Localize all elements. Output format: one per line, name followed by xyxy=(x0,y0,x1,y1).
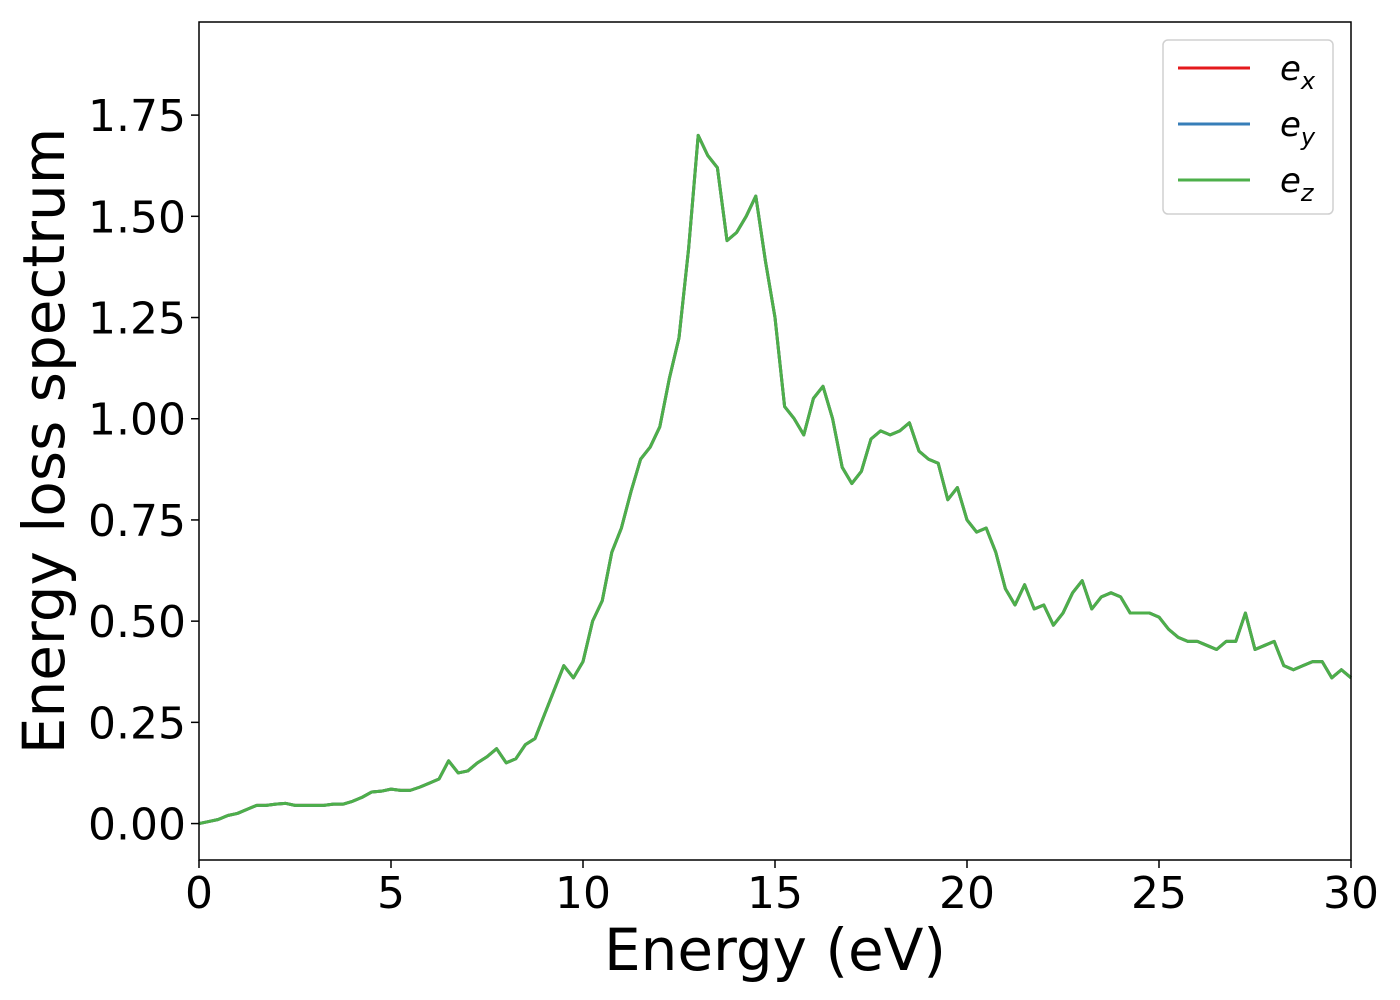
legend-label: ez xyxy=(1280,161,1315,207)
y-tick-label: 0.25 xyxy=(88,698,186,749)
plot-frame xyxy=(198,21,1352,861)
legend-label: ey xyxy=(1280,105,1316,151)
y-tick-label: 0.50 xyxy=(88,597,186,648)
y-tick-label: 1.00 xyxy=(88,395,186,446)
x-tick-label: 10 xyxy=(555,868,611,919)
x-tick-label: 25 xyxy=(1131,868,1187,919)
y-tick-label: 0.00 xyxy=(88,800,186,851)
y-axis-label: Energy loss spectrum xyxy=(10,128,78,754)
x-tick-label: 30 xyxy=(1323,868,1379,919)
legend: ex ey ez xyxy=(1162,39,1334,215)
y-tick-label: 1.75 xyxy=(88,91,186,142)
data-line xyxy=(198,133,1352,826)
data-line xyxy=(198,133,1352,826)
y-tick-label: 1.25 xyxy=(88,294,186,345)
x-axis-label: Energy (eV) xyxy=(604,916,946,984)
y-tick-label: 0.75 xyxy=(88,496,186,547)
legend-box xyxy=(1162,39,1334,215)
x-tick-label: 0 xyxy=(185,868,213,919)
legend-label: ex xyxy=(1280,49,1316,95)
x-tick-label: 15 xyxy=(747,868,803,919)
x-tick-label: 5 xyxy=(377,868,405,919)
data-line xyxy=(198,133,1352,826)
x-tick-label: 20 xyxy=(939,868,995,919)
y-tick-label: 1.50 xyxy=(88,192,186,243)
